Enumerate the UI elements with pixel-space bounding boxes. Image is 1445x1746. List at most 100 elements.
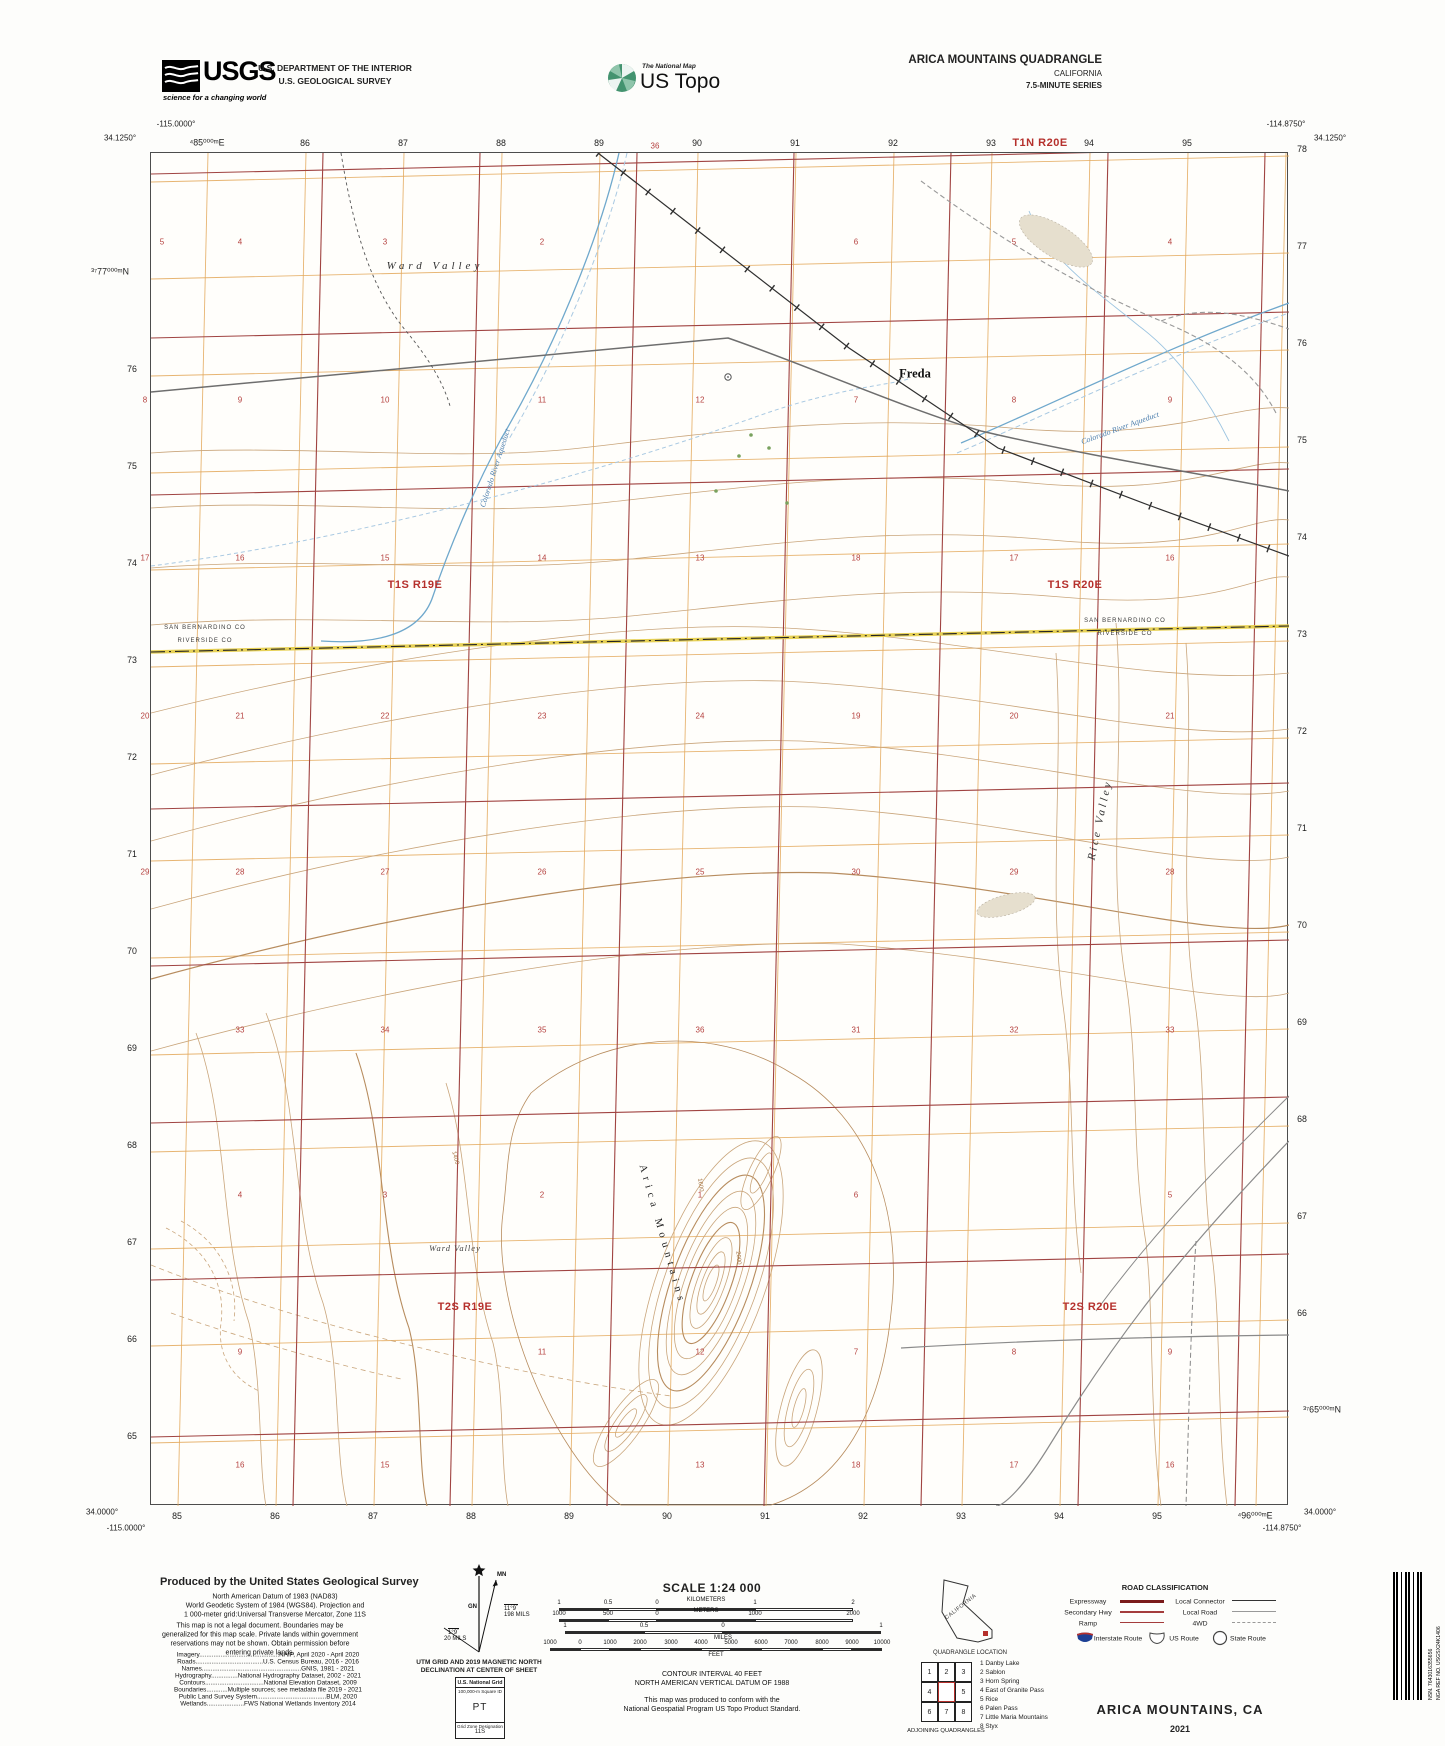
grid-label-left: 68 xyxy=(127,1140,137,1150)
corner-bl-lat: 34.0000° xyxy=(85,1507,119,1517)
section-number: 18 xyxy=(851,1460,861,1470)
grid-label-bottom: 85 xyxy=(172,1511,182,1521)
section-number: 21 xyxy=(235,711,245,721)
scale-tick-label: 1000 xyxy=(552,1611,566,1617)
grid-label-bottom: 94 xyxy=(1054,1511,1064,1521)
adjoining-cell: 2 xyxy=(938,1662,955,1682)
grid-label-bottom: 87 xyxy=(368,1511,378,1521)
scale-bar-segment xyxy=(550,1648,580,1651)
dept-line2: U.S. GEOLOGICAL SURVEY xyxy=(278,76,392,86)
section-number: 16 xyxy=(1165,1460,1175,1470)
section-number: 13 xyxy=(695,553,705,563)
scale-tick-label: 2000 xyxy=(633,1640,647,1646)
grid-label-bottom: 86 xyxy=(270,1511,280,1521)
road-class-sample xyxy=(1232,1611,1276,1612)
sheet-year: 2021 xyxy=(1169,1724,1191,1734)
grid-label-right: 70 xyxy=(1297,920,1307,930)
grid-label-bottom: 91 xyxy=(760,1511,770,1521)
quad-series: 7.5-MINUTE SERIES xyxy=(1025,81,1102,90)
scale-tick-label: 10000 xyxy=(873,1640,891,1646)
corner-br-lon: -114.8750° xyxy=(1262,1523,1302,1533)
usgs-tagline: science for a changing world xyxy=(163,93,267,102)
scale-tick-label: 7000 xyxy=(784,1640,798,1646)
scale-tick-label: 0.5 xyxy=(639,1623,649,1629)
datum-line: North American Datum of 1983 (NAD83) xyxy=(212,1593,338,1601)
section-number: 17 xyxy=(1009,553,1019,563)
scale-bar-segment xyxy=(610,1648,640,1651)
barcode-nga-ref: NGA REF NO. USGSX24K1406 xyxy=(1436,1626,1442,1700)
adjoining-quad-name: 6 Palen Pass xyxy=(980,1705,1018,1712)
grid-label-top: 92 xyxy=(888,138,898,148)
scale-bar-segment xyxy=(755,1608,853,1611)
grid-label-top: 86 xyxy=(300,138,310,148)
adjoining-cell: 5 xyxy=(955,1682,972,1702)
section-number: 15 xyxy=(380,1460,390,1470)
adjoining-cell xyxy=(938,1682,955,1702)
scale-tick-label: 1 xyxy=(753,1600,757,1606)
section-number: 19 xyxy=(851,711,861,721)
scale-tick-label: 0 xyxy=(655,1600,659,1606)
grid-label-right: ³⁷65⁰⁰⁰ᵐN xyxy=(1303,1404,1341,1415)
grid-label-right: 72 xyxy=(1297,726,1307,736)
scale-tick-label: 1000 xyxy=(748,1611,762,1617)
conform-note2: National Geospatial Program US Topo Prod… xyxy=(623,1706,801,1713)
scale-bar-name: MILES xyxy=(713,1635,733,1641)
scale-bar-segment xyxy=(565,1631,644,1634)
adjoining-quad-name: 2 Sablon xyxy=(980,1669,1006,1676)
scale-bar-segment xyxy=(723,1631,881,1634)
grid-label-bottom: 92 xyxy=(858,1511,868,1521)
scale-tick-label: 0 xyxy=(721,1623,725,1629)
map-label-county: SAN BERNARDINO CO xyxy=(1084,618,1166,624)
grid-label-right: 73 xyxy=(1297,629,1307,639)
grid-label-right: 76 xyxy=(1297,338,1307,348)
road-class-sample xyxy=(1120,1611,1164,1613)
datum-line: World Geodetic System of 1984 (WGS84). P… xyxy=(185,1602,365,1610)
declination-caption2: DECLINATION AT CENTER OF SHEET xyxy=(420,1667,538,1674)
scale-tick-label: 1 xyxy=(879,1623,883,1629)
scale-tick-label: 1000 xyxy=(543,1640,557,1646)
map-canvas xyxy=(150,152,1289,1506)
map-graphics xyxy=(151,153,1289,1506)
section-number: 33 xyxy=(1165,1025,1175,1035)
section-number: 20 xyxy=(140,711,150,721)
section-number: 36 xyxy=(695,1025,705,1035)
section-number: 4 xyxy=(1167,237,1173,247)
grid-label-right: 69 xyxy=(1297,1017,1307,1027)
section-number: 10 xyxy=(380,395,390,405)
section-number: 22 xyxy=(380,711,390,721)
adjoining-cell: 8 xyxy=(955,1702,972,1722)
map-label-county: RIVERSIDE CO xyxy=(1097,631,1153,637)
grid-label-right: 78 xyxy=(1297,144,1307,154)
section-number: 6 xyxy=(853,237,859,247)
grid-label-left: 65 xyxy=(127,1431,137,1441)
natgrid-zone-label: Grid Zone Designation xyxy=(456,1722,504,1729)
adjoining-caption: ADJOINING QUADRANGLES xyxy=(907,1728,985,1734)
section-number: 16 xyxy=(235,1460,245,1470)
section-number: 7 xyxy=(853,395,859,405)
adjoining-cell: 3 xyxy=(955,1662,972,1682)
disclaimer-line: This map is not a legal document. Bounda… xyxy=(176,1622,344,1630)
scale-bar-segment xyxy=(580,1648,610,1651)
section-number: 3 xyxy=(382,237,388,247)
section-number: 15 xyxy=(380,553,390,563)
adjoining-quad-name: 1 Danby Lake xyxy=(980,1660,1020,1667)
credit-line: Wetlands.....................FWS Nationa… xyxy=(180,1700,356,1708)
section-number: 34 xyxy=(380,1025,390,1035)
section-number: 4 xyxy=(237,237,243,247)
section-number: 25 xyxy=(695,867,705,877)
section-number: 7 xyxy=(853,1347,859,1357)
declination-diagram xyxy=(443,1564,498,1653)
section-number: 17 xyxy=(140,553,150,563)
section-number: 29 xyxy=(1009,867,1019,877)
section-number: 11 xyxy=(537,395,547,405)
map-label-twp: T1S R20E xyxy=(1047,579,1103,591)
section-number: 32 xyxy=(1009,1025,1019,1035)
quad-heading: ARICA MOUNTAINS QUADRANGLE CALIFORNIA 7.… xyxy=(802,54,1102,90)
section-number: 8 xyxy=(1011,1347,1017,1357)
credit-line: Boundaries............Multiple sources; … xyxy=(174,1686,362,1694)
section-number: 30 xyxy=(851,867,861,877)
corner-tr-lat: 34.1250° xyxy=(1313,133,1347,143)
scale-bar-segment xyxy=(559,1619,608,1622)
barcode xyxy=(1393,1572,1423,1700)
